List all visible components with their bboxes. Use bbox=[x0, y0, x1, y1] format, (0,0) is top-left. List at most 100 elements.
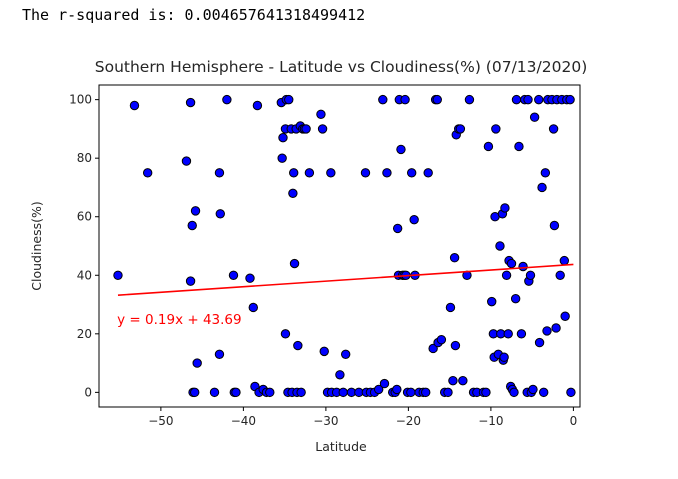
data-point bbox=[445, 302, 456, 313]
data-point bbox=[392, 223, 403, 234]
data-point bbox=[448, 375, 458, 386]
data-point bbox=[296, 387, 306, 398]
data-point bbox=[548, 124, 559, 134]
data-point bbox=[565, 94, 575, 105]
data-point bbox=[423, 168, 433, 178]
data-point bbox=[551, 323, 561, 333]
data-point bbox=[481, 387, 491, 398]
data-point bbox=[392, 384, 402, 395]
regression-equation: y = 0.19x + 43.69 bbox=[117, 312, 241, 328]
data-point bbox=[181, 156, 192, 166]
data-point bbox=[293, 340, 303, 351]
data-point bbox=[288, 188, 298, 199]
data-point bbox=[523, 94, 533, 105]
data-point bbox=[501, 270, 512, 280]
data-point bbox=[449, 253, 460, 263]
data-point bbox=[319, 346, 329, 357]
data-point bbox=[129, 100, 140, 111]
x-tick-label: −30 bbox=[313, 414, 338, 428]
data-point bbox=[534, 94, 544, 105]
data-point bbox=[190, 206, 201, 216]
data-point bbox=[400, 94, 410, 105]
data-point bbox=[187, 220, 197, 231]
y-tick-label: 80 bbox=[77, 151, 92, 165]
y-axis: 0 20 40 60 80 100 bbox=[69, 93, 99, 399]
data-point bbox=[316, 109, 326, 119]
data-point bbox=[566, 387, 576, 398]
data-point bbox=[538, 387, 549, 398]
data-point bbox=[529, 112, 540, 122]
data-point bbox=[301, 124, 311, 134]
data-point bbox=[317, 124, 328, 134]
plot-frame bbox=[98, 84, 581, 408]
data-point bbox=[487, 296, 497, 307]
x-axis: −50 −40 −30 −20 −10 0 bbox=[148, 407, 577, 428]
data-point bbox=[335, 370, 345, 380]
data-point bbox=[289, 168, 299, 178]
data-point bbox=[289, 258, 300, 269]
data-point bbox=[248, 302, 258, 313]
data-point bbox=[185, 276, 196, 286]
data-point bbox=[509, 387, 519, 398]
data-point bbox=[326, 168, 336, 178]
data-point bbox=[185, 97, 196, 108]
data-point bbox=[506, 258, 517, 269]
data-point bbox=[510, 293, 521, 304]
data-point bbox=[252, 100, 263, 111]
data-point bbox=[222, 94, 232, 105]
regression-line bbox=[117, 263, 574, 296]
data-point bbox=[499, 352, 509, 362]
x-axis-label: Latitude bbox=[315, 439, 367, 454]
data-point bbox=[142, 168, 153, 178]
y-tick-label: 60 bbox=[77, 210, 92, 224]
data-point bbox=[382, 168, 392, 178]
data-point bbox=[428, 343, 438, 354]
data-point bbox=[455, 124, 466, 134]
y-tick-label: 100 bbox=[69, 93, 92, 107]
data-point bbox=[559, 255, 570, 266]
data-point bbox=[280, 329, 291, 339]
data-point bbox=[192, 358, 202, 368]
data-point bbox=[396, 144, 406, 155]
y-axis-label: Cloudiness(%) bbox=[29, 201, 44, 290]
data-point bbox=[518, 261, 528, 272]
data-point bbox=[409, 214, 419, 225]
data-point bbox=[537, 182, 547, 193]
data-point bbox=[379, 378, 390, 389]
data-point bbox=[483, 141, 494, 152]
data-point bbox=[450, 340, 461, 351]
data-point bbox=[373, 384, 384, 395]
data-point bbox=[228, 270, 239, 280]
data-point bbox=[549, 220, 560, 231]
data-point bbox=[514, 141, 524, 152]
x-tick-label: −50 bbox=[148, 414, 173, 428]
data-point bbox=[406, 168, 417, 178]
data-point bbox=[534, 337, 545, 348]
data-point bbox=[421, 387, 431, 398]
y-tick-label: 0 bbox=[84, 385, 92, 399]
data-point bbox=[245, 273, 255, 283]
data-point bbox=[555, 270, 565, 280]
data-point bbox=[231, 387, 241, 398]
data-point bbox=[360, 168, 371, 178]
data-point bbox=[214, 168, 225, 178]
data-point bbox=[443, 387, 453, 398]
data-point bbox=[215, 209, 225, 219]
data-point bbox=[277, 153, 287, 163]
data-point bbox=[338, 387, 348, 398]
data-point bbox=[190, 387, 200, 398]
x-tick-label: −10 bbox=[478, 414, 503, 428]
data-point bbox=[560, 311, 570, 321]
data-point bbox=[542, 326, 552, 336]
data-point bbox=[464, 94, 475, 105]
data-point bbox=[516, 329, 527, 339]
data-point bbox=[113, 270, 123, 280]
data-point bbox=[340, 349, 351, 360]
data-point bbox=[209, 387, 220, 398]
chart-title: Southern Hemisphere - Latitude vs Cloudi… bbox=[95, 58, 588, 76]
x-tick-label: −20 bbox=[396, 414, 421, 428]
data-point bbox=[432, 94, 442, 105]
data-point bbox=[304, 168, 315, 178]
data-point bbox=[458, 375, 468, 386]
